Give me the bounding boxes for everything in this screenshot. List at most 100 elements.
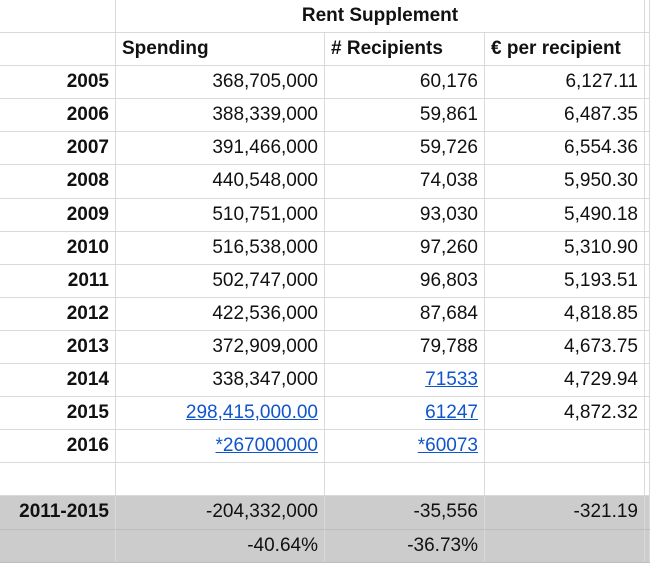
empty-cell[interactable] — [0, 529, 116, 562]
empty-cell[interactable] — [645, 0, 650, 33]
empty-cell[interactable] — [645, 529, 650, 562]
header-recipients[interactable]: # Recipients — [325, 33, 485, 66]
recipients-cell[interactable]: 87,684 — [325, 297, 485, 330]
empty-cell[interactable] — [645, 264, 650, 297]
per-recipient-cell[interactable]: 4,818.85 — [485, 297, 645, 330]
spending-cell[interactable]: 338,347,000 — [116, 364, 325, 397]
empty-cell[interactable] — [645, 66, 650, 99]
summary-spending-change[interactable]: -204,332,000 — [116, 496, 325, 529]
empty-cell[interactable] — [645, 364, 650, 397]
table-row: 2010 516,538,000 97,260 5,310.90 — [0, 231, 650, 265]
recipients-cell[interactable]: 93,030 — [325, 198, 485, 231]
per-recipient-cell[interactable]: 5,193.51 — [485, 264, 645, 297]
table-row: 2009 510,751,000 93,030 5,490.18 — [0, 198, 650, 232]
empty-cell[interactable] — [485, 463, 645, 496]
year-cell[interactable]: 2006 — [0, 99, 116, 132]
header-per-recipient[interactable]: € per recipient — [485, 33, 645, 66]
recipients-link[interactable]: *60073 — [417, 435, 478, 457]
empty-cell[interactable] — [0, 463, 116, 496]
empty-cell[interactable] — [645, 397, 650, 430]
per-recipient-cell[interactable] — [485, 430, 645, 463]
empty-cell[interactable] — [645, 496, 650, 529]
spending-cell[interactable]: 372,909,000 — [116, 330, 325, 364]
table-row: 2011 502,747,000 96,803 5,193.51 — [0, 264, 650, 298]
recipients-cell[interactable]: 79,788 — [325, 330, 485, 364]
table-row: 2006 388,339,000 59,861 6,487.35 — [0, 99, 650, 133]
empty-cell[interactable] — [0, 33, 116, 66]
per-recipient-cell[interactable]: 5,950.30 — [485, 165, 645, 198]
recipients-cell[interactable]: 97,260 — [325, 231, 485, 264]
spending-cell[interactable]: 388,339,000 — [116, 99, 325, 132]
year-cell[interactable]: 2010 — [0, 231, 116, 264]
empty-cell[interactable] — [645, 165, 650, 198]
year-cell[interactable]: 2016 — [0, 430, 116, 463]
year-cell[interactable]: 2015 — [0, 397, 116, 430]
year-cell[interactable]: 2011 — [0, 264, 116, 297]
per-recipient-cell[interactable]: 6,487.35 — [485, 99, 645, 132]
recipients-link[interactable]: 71533 — [425, 369, 478, 391]
table-row: 2014 338,347,000 71533 4,729.94 — [0, 364, 650, 398]
table-title[interactable]: Rent Supplement — [116, 0, 645, 33]
summary-per-change[interactable]: -321.19 — [485, 496, 645, 529]
summary-spending-pct[interactable]: -40.64% — [116, 529, 325, 562]
per-recipient-cell[interactable]: 5,310.90 — [485, 231, 645, 264]
summary-label[interactable]: 2011-2015 — [0, 496, 116, 529]
summary-recipients-change[interactable]: -35,556 — [325, 496, 485, 529]
per-recipient-cell[interactable]: 6,127.11 — [485, 66, 645, 99]
recipients-cell[interactable]: 74,038 — [325, 165, 485, 198]
year-cell[interactable]: 2012 — [0, 297, 116, 330]
recipients-cell[interactable]: 59,861 — [325, 99, 485, 132]
empty-cell[interactable] — [645, 198, 650, 231]
table-row: 2016 *267000000 *60073 — [0, 430, 650, 464]
recipients-link[interactable]: 61247 — [425, 402, 478, 424]
spending-cell[interactable]: 510,751,000 — [116, 198, 325, 231]
empty-cell[interactable] — [645, 430, 650, 463]
spending-cell[interactable]: 422,536,000 — [116, 297, 325, 330]
per-recipient-cell[interactable]: 4,673.75 — [485, 330, 645, 364]
table-row: 2005 368,705,000 60,176 6,127.11 — [0, 66, 650, 100]
year-cell[interactable]: 2009 — [0, 198, 116, 231]
empty-cell[interactable] — [645, 463, 650, 496]
spending-cell[interactable]: 391,466,000 — [116, 132, 325, 165]
spending-cell[interactable]: 502,747,000 — [116, 264, 325, 297]
empty-cell[interactable] — [0, 0, 116, 33]
per-recipient-cell[interactable]: 5,490.18 — [485, 198, 645, 231]
year-cell[interactable]: 2014 — [0, 364, 116, 397]
summary-recipients-pct[interactable]: -36.73% — [325, 529, 485, 562]
spending-cell[interactable]: 516,538,000 — [116, 231, 325, 264]
empty-cell[interactable] — [645, 132, 650, 165]
empty-cell[interactable] — [645, 33, 650, 66]
per-recipient-cell[interactable]: 4,872.32 — [485, 397, 645, 430]
header-spending[interactable]: Spending — [116, 33, 325, 66]
spending-link[interactable]: 298,415,000.00 — [185, 402, 318, 424]
spending-cell[interactable]: 298,415,000.00 — [116, 397, 325, 430]
spending-cell[interactable]: 368,705,000 — [116, 66, 325, 99]
summary-row: 2011-2015 -204,332,000 -35,556 -321.19 — [0, 496, 650, 530]
recipients-cell[interactable]: 60,176 — [325, 66, 485, 99]
spending-link[interactable]: *267000000 — [215, 435, 319, 457]
table-row: 2008 440,548,000 74,038 5,950.30 — [0, 165, 650, 199]
empty-cell[interactable] — [116, 463, 325, 496]
spending-cell[interactable]: *267000000 — [116, 430, 325, 463]
recipients-cell[interactable]: *60073 — [325, 430, 485, 463]
empty-cell[interactable] — [645, 297, 650, 330]
empty-cell[interactable] — [645, 330, 650, 364]
table-row: 2013 372,909,000 79,788 4,673.75 — [0, 330, 650, 365]
per-recipient-cell[interactable]: 4,729.94 — [485, 364, 645, 397]
recipients-cell[interactable]: 71533 — [325, 364, 485, 397]
year-cell[interactable]: 2008 — [0, 165, 116, 198]
empty-cell[interactable] — [645, 231, 650, 264]
empty-cell[interactable] — [325, 463, 485, 496]
year-cell[interactable]: 2013 — [0, 330, 116, 364]
empty-cell[interactable] — [645, 99, 650, 132]
empty-cell[interactable] — [485, 529, 645, 562]
year-cell[interactable]: 2005 — [0, 66, 116, 99]
recipients-cell[interactable]: 96,803 — [325, 264, 485, 297]
per-recipient-cell[interactable]: 6,554.36 — [485, 132, 645, 165]
spreadsheet-grid: Rent Supplement Spending # Recipients € … — [0, 0, 650, 563]
recipients-cell[interactable]: 61247 — [325, 397, 485, 430]
table-row: 2012 422,536,000 87,684 4,818.85 — [0, 297, 650, 331]
year-cell[interactable]: 2007 — [0, 132, 116, 165]
spending-cell[interactable]: 440,548,000 — [116, 165, 325, 198]
recipients-cell[interactable]: 59,726 — [325, 132, 485, 165]
